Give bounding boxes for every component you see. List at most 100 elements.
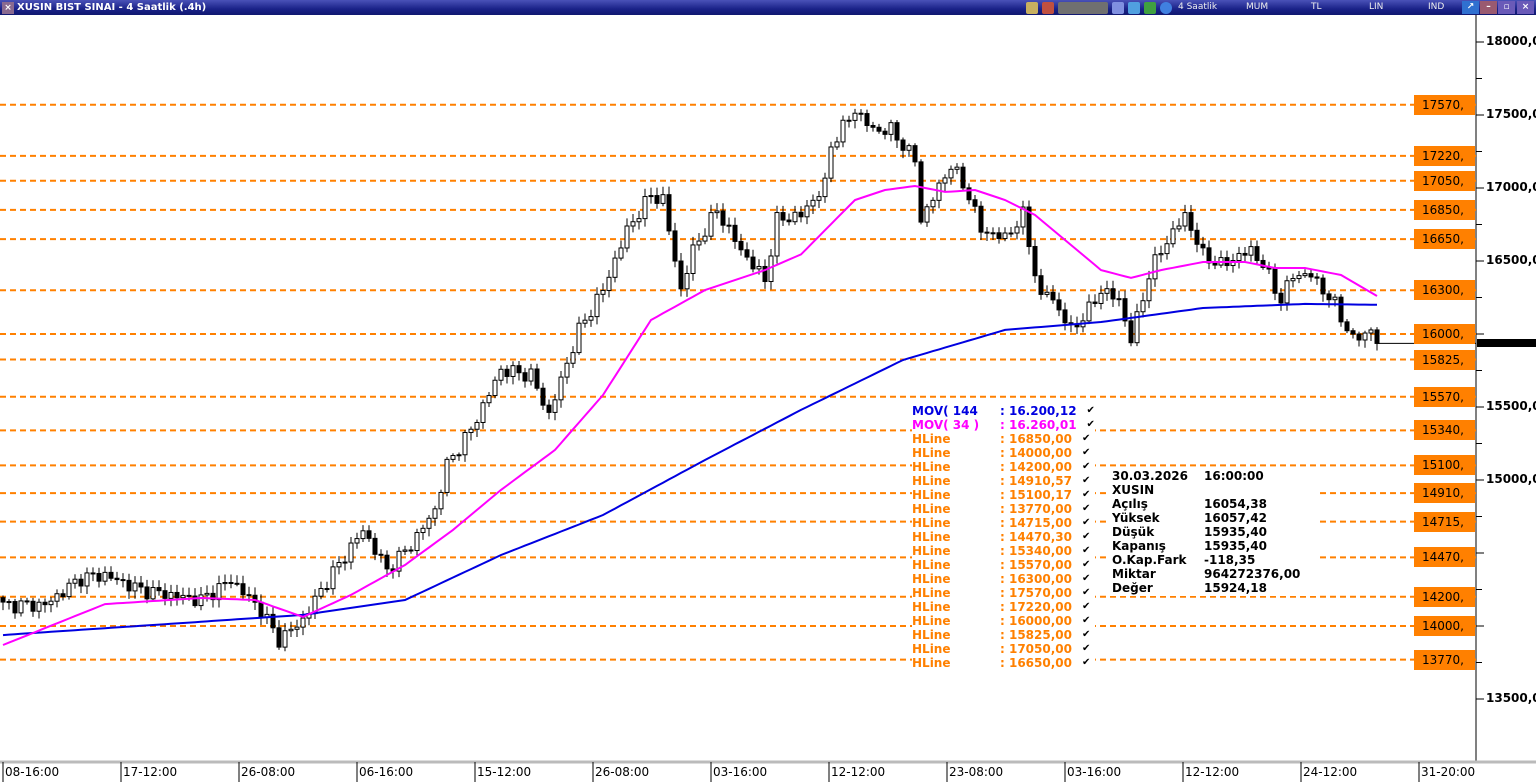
- legend-row[interactable]: MOV( 144: 16.200,12 ✔: [912, 404, 1095, 418]
- candle-up[interactable]: [456, 454, 462, 457]
- candle-down[interactable]: [162, 590, 168, 599]
- candle-down[interactable]: [1062, 309, 1068, 324]
- candle-up[interactable]: [612, 257, 618, 278]
- candle-down[interactable]: [786, 219, 792, 223]
- visibility-check-icon[interactable]: ✔: [1081, 475, 1091, 486]
- candle-down[interactable]: [12, 601, 18, 614]
- candle-down[interactable]: [1188, 212, 1194, 231]
- candle-down[interactable]: [1194, 229, 1200, 245]
- candle-down[interactable]: [540, 387, 546, 406]
- candle-up[interactable]: [300, 617, 306, 628]
- candle-down[interactable]: [30, 600, 36, 612]
- candle-up[interactable]: [36, 601, 42, 612]
- legend-row[interactable]: HLine: 13770,00 ✔: [912, 502, 1095, 516]
- currency-selector[interactable]: TL: [1311, 2, 1322, 12]
- candle-down[interactable]: [1242, 252, 1248, 256]
- candle-up[interactable]: [1182, 212, 1188, 227]
- candle-up[interactable]: [348, 542, 354, 563]
- candle-up[interactable]: [420, 527, 426, 534]
- candle-up[interactable]: [702, 235, 708, 242]
- candle-down[interactable]: [966, 187, 972, 201]
- candle-down[interactable]: [960, 166, 966, 189]
- candle-up[interactable]: [1290, 278, 1296, 282]
- candle-up[interactable]: [606, 276, 612, 291]
- visibility-check-icon[interactable]: ✔: [1081, 517, 1091, 528]
- candle-up[interactable]: [1146, 278, 1152, 302]
- candle-down[interactable]: [504, 368, 510, 377]
- candle-down[interactable]: [126, 579, 132, 592]
- candle-up[interactable]: [1170, 228, 1176, 245]
- candle-down[interactable]: [516, 365, 522, 374]
- candle-up[interactable]: [624, 225, 630, 249]
- legend-row[interactable]: HLine: 15570,00 ✔: [912, 558, 1095, 572]
- toolbar-tool-icon[interactable]: [1042, 1, 1054, 14]
- candle-up[interactable]: [1086, 301, 1092, 322]
- candle-down[interactable]: [1314, 276, 1320, 279]
- candle-up[interactable]: [1020, 206, 1026, 228]
- candle-down[interactable]: [1008, 232, 1014, 235]
- candle-up[interactable]: [342, 561, 348, 564]
- candle-down[interactable]: [672, 230, 678, 262]
- candle-up[interactable]: [924, 206, 930, 223]
- candle-up[interactable]: [642, 196, 648, 220]
- candle-down[interactable]: [984, 231, 990, 234]
- candle-up[interactable]: [564, 362, 570, 378]
- candle-up[interactable]: [528, 368, 534, 382]
- candle-up[interactable]: [222, 581, 228, 585]
- legend-row[interactable]: HLine: 16300,00 ✔: [912, 572, 1095, 586]
- pin-icon[interactable]: ↗: [1462, 1, 1479, 14]
- candle-up[interactable]: [1158, 253, 1164, 256]
- candle-down[interactable]: [234, 582, 240, 585]
- candle-down[interactable]: [900, 139, 906, 151]
- visibility-check-icon[interactable]: ✔: [1086, 419, 1095, 430]
- candle-down[interactable]: [252, 594, 258, 603]
- candle-down[interactable]: [978, 205, 984, 233]
- candle-up[interactable]: [216, 583, 222, 601]
- mov34-line[interactable]: [2, 184, 1378, 646]
- candle-down[interactable]: [144, 586, 150, 600]
- candle-up[interactable]: [1230, 260, 1236, 267]
- candle-up[interactable]: [54, 593, 60, 602]
- visibility-check-icon[interactable]: ✔: [1081, 615, 1091, 626]
- candle-down[interactable]: [138, 582, 144, 588]
- candle-down[interactable]: [972, 199, 978, 207]
- candle-up[interactable]: [1302, 273, 1308, 277]
- candle-up[interactable]: [486, 395, 492, 404]
- candle-up[interactable]: [450, 455, 456, 460]
- close-button[interactable]: ×: [1517, 1, 1534, 14]
- candle-up[interactable]: [66, 582, 72, 598]
- candle-down[interactable]: [186, 594, 192, 597]
- candle-down[interactable]: [78, 578, 84, 587]
- candle-up[interactable]: [888, 122, 894, 135]
- candle-up[interactable]: [1362, 332, 1368, 341]
- legend-row[interactable]: HLine: 16850,00 ✔: [912, 432, 1095, 446]
- candle-down[interactable]: [858, 112, 864, 115]
- candle-down[interactable]: [1260, 259, 1266, 268]
- candle-up[interactable]: [1002, 232, 1008, 240]
- candle-down[interactable]: [1338, 296, 1344, 323]
- candle-up[interactable]: [462, 432, 468, 456]
- candle-up[interactable]: [1368, 329, 1374, 334]
- candle-down[interactable]: [1122, 298, 1128, 322]
- candle-down[interactable]: [738, 240, 744, 251]
- candle-up[interactable]: [360, 530, 366, 540]
- candle-down[interactable]: [96, 572, 102, 582]
- candle-up[interactable]: [588, 316, 594, 321]
- visibility-check-icon[interactable]: ✔: [1081, 545, 1091, 556]
- candle-down[interactable]: [864, 113, 870, 127]
- candle-up[interactable]: [510, 365, 516, 377]
- candle-down[interactable]: [870, 125, 876, 128]
- visibility-check-icon[interactable]: ✔: [1081, 601, 1091, 612]
- candle-up[interactable]: [1116, 298, 1122, 301]
- candle-down[interactable]: [918, 161, 924, 223]
- candle-up[interactable]: [288, 628, 294, 632]
- candle-up[interactable]: [690, 244, 696, 274]
- candle-down[interactable]: [912, 145, 918, 163]
- candle-down[interactable]: [762, 265, 768, 283]
- legend-row[interactable]: HLine: 14715,00 ✔: [912, 516, 1095, 530]
- visibility-check-icon[interactable]: ✔: [1081, 587, 1091, 598]
- candle-up[interactable]: [1236, 252, 1242, 262]
- candle-up[interactable]: [396, 550, 402, 572]
- mov144-line[interactable]: [2, 302, 1378, 637]
- legend-row[interactable]: HLine: 14470,30 ✔: [912, 530, 1095, 544]
